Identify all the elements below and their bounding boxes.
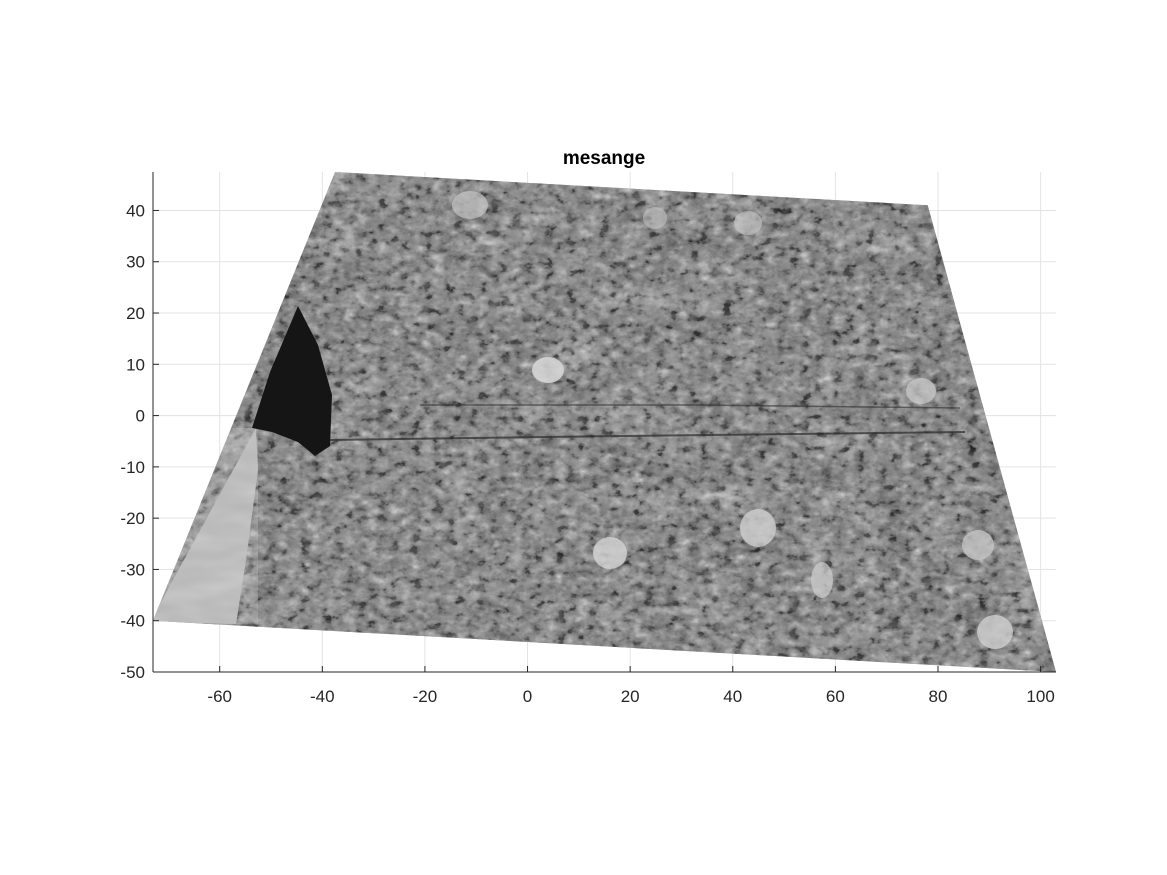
y-tick-label: 20 <box>126 304 145 323</box>
y-tick-label: -20 <box>120 509 145 528</box>
bright-patch <box>977 615 1013 649</box>
y-tick-label: 40 <box>126 201 145 220</box>
x-tick-label: -60 <box>207 687 232 706</box>
bright-patch <box>811 562 833 598</box>
y-tick-label: -30 <box>120 560 145 579</box>
y-axis-ticks: 40 30 20 10 0 -10 -20 -30 -40 -50 <box>120 201 159 682</box>
x-tick-label: -40 <box>310 687 335 706</box>
x-tick-label: 80 <box>929 687 948 706</box>
x-tick-label: 40 <box>723 687 742 706</box>
x-tick-label: 0 <box>523 687 532 706</box>
y-tick-label: -50 <box>120 663 145 682</box>
y-tick-label: 30 <box>126 253 145 272</box>
x-tick-label: 20 <box>621 687 640 706</box>
y-tick-label: -40 <box>120 612 145 631</box>
bright-patch <box>906 378 936 404</box>
bright-patch <box>643 207 667 229</box>
track-line <box>420 404 961 409</box>
bright-patch <box>740 509 776 547</box>
y-tick-label: 0 <box>136 407 145 426</box>
x-tick-label: -20 <box>413 687 438 706</box>
x-tick-label: 60 <box>826 687 845 706</box>
bright-patch <box>532 357 564 383</box>
chart-title: mesange <box>563 148 645 169</box>
axes-box <box>152 172 1056 673</box>
mosaic-image <box>153 172 1056 672</box>
y-tick-label: -10 <box>120 458 145 477</box>
west-light-texture <box>153 428 258 624</box>
dark-region <box>252 306 332 456</box>
bright-patch <box>452 191 488 219</box>
bright-patch <box>962 530 994 560</box>
x-axis-ticks: -60 -40 -20 0 20 40 60 80 100 <box>207 666 1055 706</box>
bright-patch <box>734 211 762 235</box>
x-tick-label: 100 <box>1026 687 1054 706</box>
bright-patch <box>593 537 627 569</box>
y-tick-label: 10 <box>126 355 145 374</box>
track-line <box>329 431 966 441</box>
